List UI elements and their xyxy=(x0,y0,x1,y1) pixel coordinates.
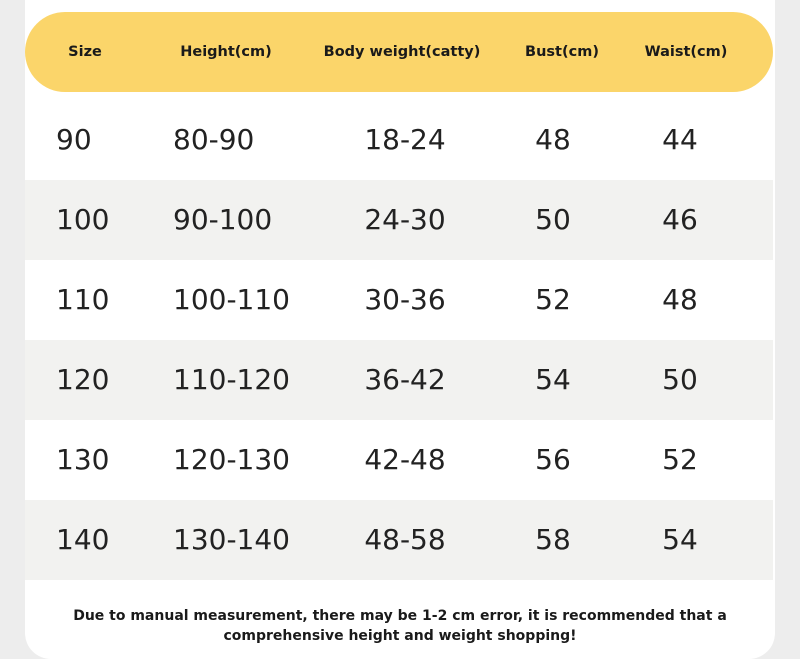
cell-waist: 52 xyxy=(662,443,698,476)
measurement-note: Due to manual measurement, there may be … xyxy=(25,606,775,646)
cell-bust: 52 xyxy=(535,283,571,316)
cell-body-weight: 36-42 xyxy=(364,363,446,396)
header-size: Size xyxy=(68,44,102,60)
cell-bust: 56 xyxy=(535,443,571,476)
cell-body-weight: 18-24 xyxy=(364,123,446,156)
cell-size: 110 xyxy=(56,283,110,316)
cell-height: 80-90 xyxy=(173,123,255,156)
cell-height: 100-110 xyxy=(173,283,290,316)
cell-height: 120-130 xyxy=(173,443,290,476)
cell-height: 90-100 xyxy=(173,203,273,236)
table-row: 110 100-110 30-36 52 48 xyxy=(25,260,773,340)
cell-body-weight: 24-30 xyxy=(364,203,446,236)
table-row: 100 90-100 24-30 50 46 xyxy=(25,180,773,260)
cell-waist: 48 xyxy=(662,283,698,316)
cell-waist: 50 xyxy=(662,363,698,396)
table-row: 90 80-90 18-24 48 44 xyxy=(25,100,773,180)
note-line-1: Due to manual measurement, there may be … xyxy=(73,608,727,624)
table-row: 120 110-120 36-42 54 50 xyxy=(25,340,773,420)
cell-bust: 58 xyxy=(535,523,571,556)
header-waist: Waist(cm) xyxy=(644,44,728,60)
cell-bust: 54 xyxy=(535,363,571,396)
header-bust: Bust(cm) xyxy=(525,44,599,60)
cell-waist: 46 xyxy=(662,203,698,236)
cell-bust: 48 xyxy=(535,123,571,156)
header-body-weight: Body weight(catty) xyxy=(323,44,481,60)
table-header: Size Height(cm) Body weight(catty) Bust(… xyxy=(25,12,773,92)
table-row: 130 120-130 42-48 56 52 xyxy=(25,420,773,500)
cell-waist: 54 xyxy=(662,523,698,556)
cell-body-weight: 48-58 xyxy=(364,523,446,556)
note-line-2: comprehensive height and weight shopping… xyxy=(223,628,577,644)
cell-height: 130-140 xyxy=(173,523,290,556)
cell-size: 120 xyxy=(56,363,110,396)
header-height: Height(cm) xyxy=(180,44,272,60)
cell-size: 90 xyxy=(56,123,92,156)
cell-bust: 50 xyxy=(535,203,571,236)
cell-height: 110-120 xyxy=(173,363,290,396)
cell-waist: 44 xyxy=(662,123,698,156)
table-row: 140 130-140 48-58 58 54 xyxy=(25,500,773,580)
cell-body-weight: 42-48 xyxy=(364,443,446,476)
cell-body-weight: 30-36 xyxy=(364,283,446,316)
cell-size: 130 xyxy=(56,443,110,476)
cell-size: 100 xyxy=(56,203,110,236)
cell-size: 140 xyxy=(56,523,110,556)
